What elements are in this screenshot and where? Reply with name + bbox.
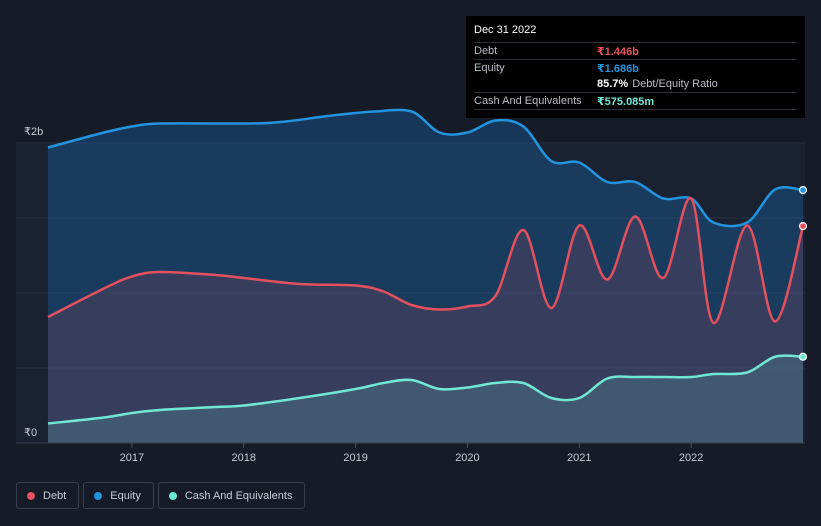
x-tick-2022: 2022 [679,452,703,464]
legend: Debt Equity Cash And Equivalents [16,482,306,509]
y-tick-top: ₹2b [24,126,43,138]
x-tick-2019: 2019 [343,452,367,464]
cash-end-marker[interactable] [798,352,808,361]
x-tick-2021: 2021 [567,452,591,464]
tooltip-ratio-label: Debt/Equity Ratio [632,78,718,90]
tooltip-panel: Dec 31 2022 Debt ₹1.446b Equity ₹1.686b … [466,16,805,118]
tooltip-equity-value: ₹1.686b [597,62,639,75]
debt-area [48,198,803,443]
tooltip-row-ratio: 85.7% Debt/Equity Ratio [474,76,797,92]
equity-dot-icon [94,491,103,500]
equity-area [48,109,803,443]
tooltip-debt-label: Debt [474,45,498,57]
tooltip-equity-label: Equity [474,62,505,74]
x-tick-2020: 2020 [455,452,479,464]
debt-dot-icon [27,491,35,500]
debt-line [47,197,805,325]
cash-line [47,354,804,425]
tooltip-ratio-value: 85.7% [597,78,629,90]
legend-equity-label: Equity [110,489,141,502]
x-tick-2017: 2017 [120,452,144,464]
y-tick-bottom: ₹0 [24,427,37,439]
cash-dot-icon [168,491,177,500]
tooltip-cash-label: Cash And Equivalents [474,95,582,107]
tooltip-cash-value: ₹575.085m [597,95,655,108]
legend-item-equity[interactable]: Equity [83,482,154,509]
tooltip-date: Dec 31 2022 [474,24,537,36]
tooltip-debt-value: ₹1.446b [597,45,639,58]
legend-item-debt[interactable]: Debt [16,482,80,509]
equity-end-marker[interactable] [798,186,808,195]
tooltip-row-debt: Debt ₹1.446b [474,42,797,59]
legend-cash-label: Cash And Equivalents [184,489,293,502]
debt-end-marker[interactable] [798,222,808,231]
legend-debt-label: Debt [43,489,67,502]
tooltip-row-cash: Cash And Equivalents ₹575.085m [474,92,797,110]
x-tick-2018: 2018 [231,452,255,464]
legend-item-cash[interactable]: Cash And Equivalents [157,482,306,509]
tooltip-row-equity: Equity ₹1.686b [474,59,797,76]
